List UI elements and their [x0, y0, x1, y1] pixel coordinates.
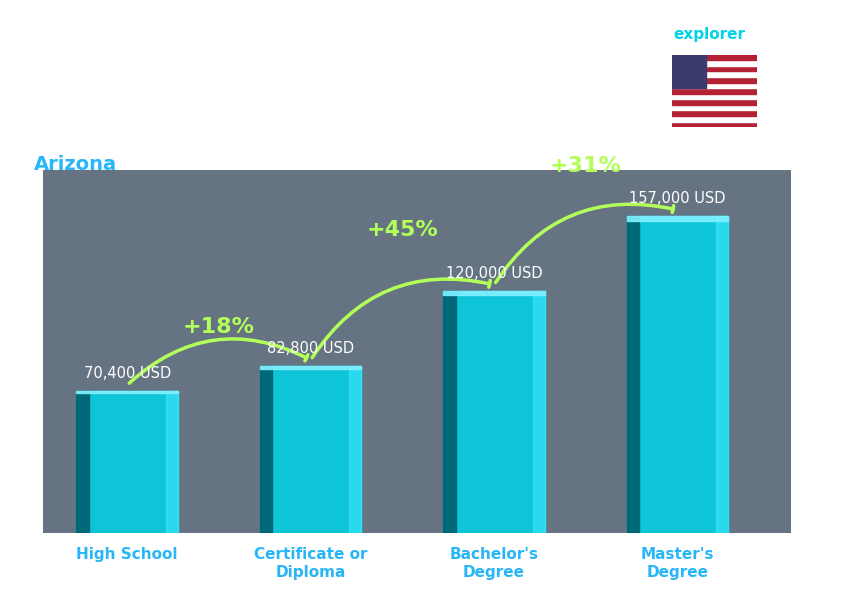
Text: Average Yearly Salary: Average Yearly Salary [815, 242, 825, 364]
Bar [672, 110, 756, 116]
Bar [672, 65, 756, 72]
Text: explorer: explorer [673, 27, 745, 42]
Text: .com: .com [745, 27, 785, 42]
Text: +31%: +31% [550, 156, 622, 176]
Bar [76, 391, 178, 533]
Bar [349, 366, 361, 533]
Text: 82,800 USD: 82,800 USD [267, 341, 354, 356]
Bar [672, 72, 756, 77]
Text: +18%: +18% [183, 317, 255, 337]
Text: Arizona: Arizona [34, 155, 117, 173]
Text: PPC Campaign Manager: PPC Campaign Manager [34, 103, 268, 122]
Bar [672, 55, 705, 88]
Bar [672, 55, 756, 60]
Bar [672, 94, 756, 99]
Bar [626, 216, 728, 221]
Bar [672, 77, 756, 82]
Bar [444, 291, 545, 295]
Bar [672, 116, 756, 122]
Bar [444, 291, 456, 533]
Bar [260, 366, 272, 533]
Bar [444, 291, 545, 533]
Bar [76, 391, 178, 393]
Bar [626, 216, 728, 533]
Bar [672, 82, 756, 88]
Bar [672, 122, 756, 127]
Bar [76, 391, 88, 533]
Text: 157,000 USD: 157,000 USD [629, 191, 726, 206]
Bar [626, 216, 639, 533]
Text: 70,400 USD: 70,400 USD [83, 366, 171, 381]
Bar [533, 291, 545, 533]
Bar [672, 60, 756, 65]
Bar [260, 366, 361, 368]
Bar [717, 216, 728, 533]
Text: salary: salary [612, 27, 665, 42]
Bar [166, 391, 178, 533]
Text: 120,000 USD: 120,000 USD [445, 266, 542, 281]
Bar [672, 99, 756, 105]
Bar [672, 105, 756, 110]
Bar [672, 88, 756, 94]
Text: +45%: +45% [366, 220, 439, 240]
Bar [260, 366, 361, 533]
Text: Salary Comparison By Education: Salary Comparison By Education [34, 42, 567, 70]
